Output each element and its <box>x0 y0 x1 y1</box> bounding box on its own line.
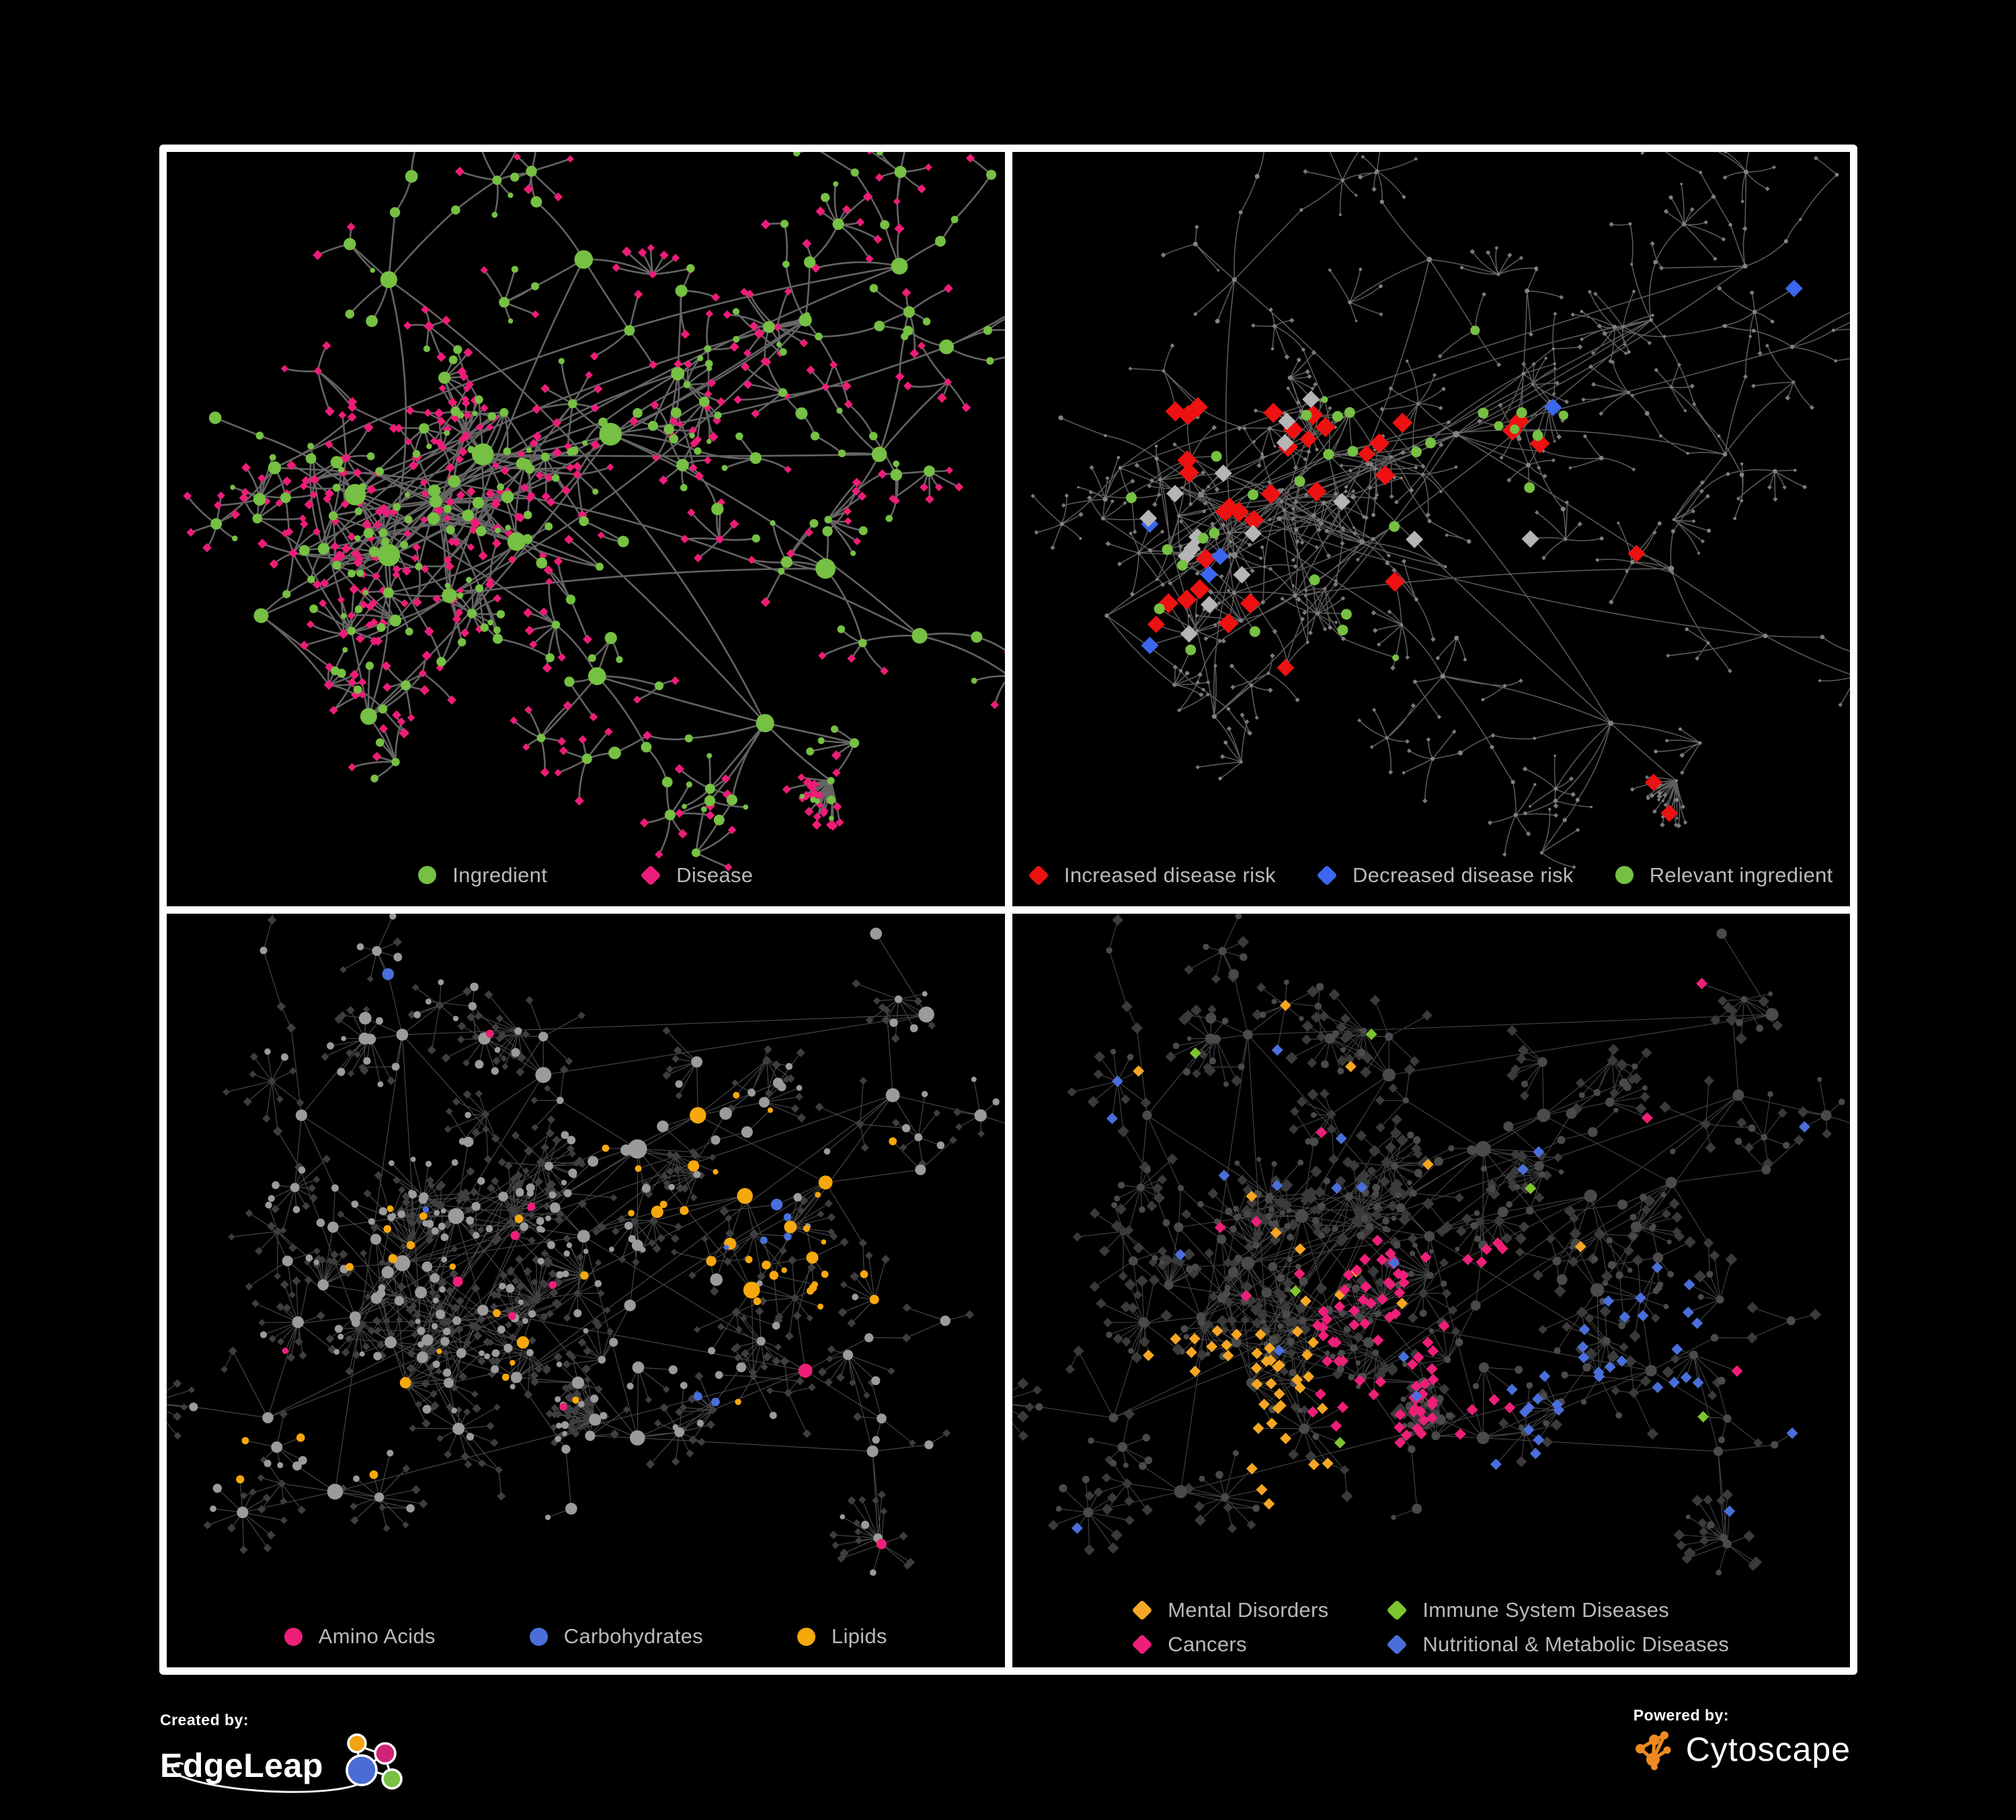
legend-circle-marker <box>797 1627 815 1646</box>
panel-macronutrients: Amino Acids Carbohydrates Lipids <box>167 913 1005 1667</box>
panel-disease-categories: Mental Disorders Immune System Diseases Ca… <box>1012 913 1851 1667</box>
highlighted-diamond-nodes <box>1071 1043 1810 1534</box>
disease-category-network-svg <box>1012 913 1850 1575</box>
legend-item: Amino Acids <box>284 1624 436 1649</box>
legend-diamond-marker <box>1131 1634 1153 1655</box>
circle-nodes <box>189 913 1000 1576</box>
legend-disease-risk: Increased disease risk Decreased disease … <box>1012 863 1851 887</box>
edgeleap-logo-icon <box>171 1733 403 1793</box>
network-edges <box>167 913 1005 1573</box>
legend-item-label: Nutritional & Metabolic Diseases <box>1422 1632 1730 1656</box>
circle-nodes <box>208 152 1005 857</box>
legend-item: Relevant ingredient <box>1615 863 1833 887</box>
network-panel-grid: Ingredient Disease Increased disease risk… <box>159 145 1857 1675</box>
panel-ingredient-disease: Ingredient Disease <box>167 152 1005 906</box>
legend-item-label: Lipids <box>831 1624 887 1648</box>
disease-risk-network-svg <box>1030 152 1850 869</box>
legend-item: Carbohydrates <box>529 1624 703 1649</box>
legend-item: Nutritional & Metabolic Diseases <box>1386 1632 1730 1657</box>
legend-disease-categories: Mental Disorders Immune System Diseases Ca… <box>1012 1598 1851 1657</box>
legend-item-label: Mental Disorders <box>1168 1598 1329 1622</box>
legend-item-label: Decreased disease risk <box>1352 863 1574 887</box>
legend-item-label: Amino Acids <box>318 1624 436 1648</box>
highlighted-diamond-nodes <box>1147 397 1678 822</box>
legend-item-label: Cancers <box>1168 1632 1247 1656</box>
legend-circle-marker <box>1615 866 1634 884</box>
legend-item-label: Ingredient <box>452 863 548 887</box>
cytoscape-logo-text: Cytoscape <box>1685 1731 1851 1768</box>
diamond-nodes <box>1030 152 1843 869</box>
legend-diamond-marker <box>1028 864 1049 886</box>
legend-item-label: Relevant ingredient <box>1649 863 1833 887</box>
legend-item-label: Disease <box>676 863 754 887</box>
legend-circle-marker <box>418 866 437 884</box>
highlighted-circle-nodes <box>236 1091 897 1483</box>
legend-item-label: Carbohydrates <box>563 1624 703 1648</box>
cytoscape-logo-icon <box>1635 1731 1671 1770</box>
legend-circle-marker <box>529 1627 548 1646</box>
legend-item: Disease <box>640 863 754 887</box>
legend-circle-marker <box>284 1627 303 1646</box>
legend-macronutrients: Amino Acids Carbohydrates Lipids <box>167 1624 1005 1649</box>
legend-diamond-marker <box>1386 1599 1408 1621</box>
legend-item: Lipids <box>797 1624 887 1649</box>
cytoscape-credit: Powered by: Cytoscape <box>1634 1706 1851 1770</box>
network-edges <box>186 152 1005 869</box>
legend-item: Decreased disease risk <box>1316 863 1574 887</box>
edgeleap-credit: Created by: EdgeLeap <box>160 1711 412 1798</box>
legend-diamond-marker <box>1386 1634 1408 1655</box>
legend-diamond-marker <box>1131 1599 1153 1621</box>
diamond-nodes <box>173 915 985 1570</box>
powered-by-label: Powered by: <box>1633 1706 1730 1724</box>
legend-item-label: Increased disease risk <box>1063 863 1276 887</box>
legend-ingredient-disease: Ingredient Disease <box>167 863 1005 887</box>
ingredient-disease-network-svg <box>183 152 1005 871</box>
highlighted-diamond-nodes <box>1139 390 1539 643</box>
legend-item: Mental Disorders <box>1131 1598 1329 1622</box>
legend-item: Cancers <box>1131 1632 1328 1657</box>
legend-item: Ingredient <box>418 863 547 887</box>
panel-disease-risk: Increased disease risk Decreased disease … <box>1012 152 1851 906</box>
edgeleap-logo-text: EdgeLeap <box>160 1747 323 1784</box>
diamond-nodes <box>1016 914 1832 1571</box>
legend-item: Immune System Diseases <box>1386 1598 1729 1622</box>
network-edges <box>1012 913 1850 1573</box>
macronutrient-network-svg <box>167 913 1005 1576</box>
legend-diamond-marker <box>640 864 661 886</box>
legend-item-label: Immune System Diseases <box>1422 1598 1670 1622</box>
created-by-label: Created by: <box>160 1711 249 1729</box>
legend-diamond-marker <box>1316 864 1338 886</box>
legend-item: Increased disease risk <box>1028 863 1276 887</box>
network-edges <box>1032 152 1850 868</box>
